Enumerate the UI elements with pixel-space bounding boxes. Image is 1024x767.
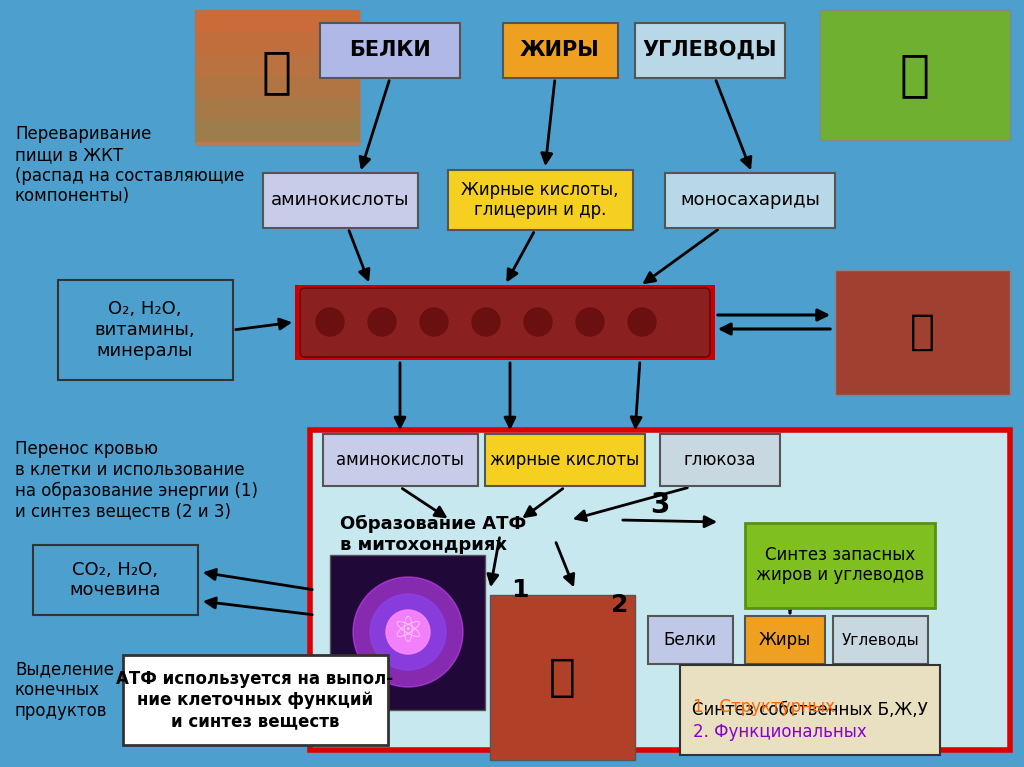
Circle shape [368,308,396,336]
Text: 2: 2 [611,593,629,617]
FancyBboxPatch shape [745,522,935,607]
Circle shape [353,577,463,687]
Text: 🫀: 🫀 [909,311,935,353]
FancyBboxPatch shape [323,434,477,486]
FancyBboxPatch shape [660,434,780,486]
Text: 🐟: 🐟 [262,48,292,96]
Bar [195,76,360,98]
Text: жирные кислоты: жирные кислоты [490,451,640,469]
FancyBboxPatch shape [503,22,617,77]
Bar [195,10,360,32]
Circle shape [420,308,449,336]
Text: Углеводы: Углеводы [841,633,919,647]
FancyBboxPatch shape [635,22,785,77]
Bar [195,10,360,145]
FancyBboxPatch shape [665,173,835,228]
FancyBboxPatch shape [745,616,825,664]
Text: 3: 3 [650,491,670,519]
FancyBboxPatch shape [319,22,460,77]
Text: ⚛: ⚛ [392,615,424,649]
Bar [195,32,360,54]
Circle shape [316,308,344,336]
Bar [490,595,635,760]
Text: 1: 1 [511,578,528,602]
Text: Образование АТФ
в митохондриях: Образование АТФ в митохондриях [340,515,526,554]
Circle shape [370,594,446,670]
FancyBboxPatch shape [123,655,387,745]
Text: Перенос кровью
в клетки и использование
на образование энергии (1)
и синтез веще: Перенос кровью в клетки и использование … [15,440,258,521]
FancyBboxPatch shape [485,434,645,486]
Text: 1.  Структурных: 1. Структурных [693,698,835,716]
Text: УГЛЕВОДЫ: УГЛЕВОДЫ [643,40,777,60]
FancyBboxPatch shape [447,170,633,230]
Bar [195,120,360,142]
FancyBboxPatch shape [647,616,732,664]
Bar [295,285,715,360]
Bar [820,10,1010,140]
Text: О₂, Н₂О,
витамины,
минералы: О₂, Н₂О, витамины, минералы [94,300,196,360]
Text: Синтез собственных Б,Ж,У: Синтез собственных Б,Ж,У [692,701,928,719]
Bar [195,98,360,120]
Bar [835,270,1010,395]
Text: аминокислоты: аминокислоты [270,191,410,209]
Text: Выделение
конечных
продуктов: Выделение конечных продуктов [15,660,114,719]
FancyBboxPatch shape [33,545,198,615]
FancyBboxPatch shape [310,430,1010,750]
FancyBboxPatch shape [57,280,232,380]
Bar [330,555,485,710]
Bar [195,54,360,76]
Text: Переваривание
пищи в ЖКТ
(распад на составляющие
компоненты): Переваривание пищи в ЖКТ (распад на сост… [15,125,245,206]
FancyBboxPatch shape [680,665,940,755]
Text: моносахариды: моносахариды [680,191,820,209]
Text: АТФ используется на выпол-
ние клеточных функций
и синтез веществ: АТФ используется на выпол- ние клеточных… [117,670,393,729]
Text: СО₂, Н₂О,
мочевина: СО₂, Н₂О, мочевина [70,561,161,599]
Circle shape [628,308,656,336]
Text: ЖИРЫ: ЖИРЫ [520,40,600,60]
Circle shape [524,308,552,336]
Text: Жирные кислоты,
глицерин и др.: Жирные кислоты, глицерин и др. [461,180,618,219]
FancyBboxPatch shape [262,173,418,228]
Text: глюкоза: глюкоза [684,451,757,469]
Text: Белки: Белки [664,631,717,649]
Circle shape [386,610,430,654]
Text: БЕЛКИ: БЕЛКИ [349,40,431,60]
FancyBboxPatch shape [300,288,710,357]
Circle shape [472,308,500,336]
Text: Синтез запасных
жиров и углеводов: Синтез запасных жиров и углеводов [756,545,924,584]
Text: 💪: 💪 [549,656,575,699]
Text: аминокислоты: аминокислоты [336,451,464,469]
FancyBboxPatch shape [833,616,928,664]
Text: 🥗: 🥗 [900,51,930,99]
Text: Жиры: Жиры [759,631,811,649]
Text: 2. Функциональных: 2. Функциональных [693,723,866,741]
Circle shape [575,308,604,336]
